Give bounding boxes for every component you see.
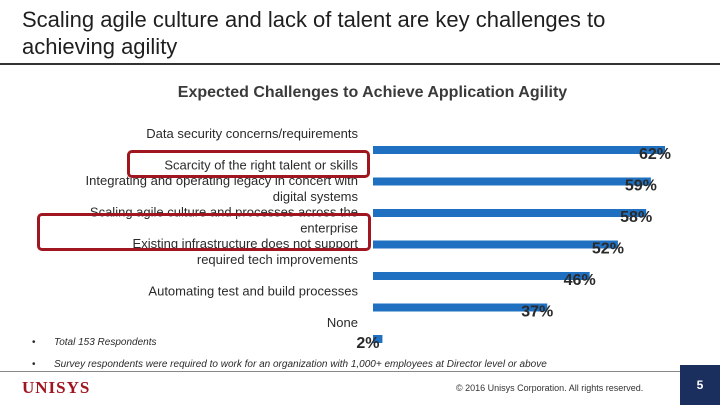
footnote-eligibility: Survey respondents were required to work… [30,358,547,380]
value-label-0: 62% [639,146,671,163]
highlight-box-scaling-agile [37,213,371,251]
bar-0 [373,146,665,154]
category-label-4-line-0: Existing infrastructure does not support [133,236,359,251]
category-label-0: Data security concerns/requirements [146,126,358,141]
value-label-3: 52% [592,241,624,258]
footer-divider [0,371,680,372]
copyright-text: © 2016 Unisys Corporation. All rights re… [456,383,644,393]
slide-title: Scaling agile culture and lack of talent… [22,7,606,59]
bar-3 [373,240,618,249]
title-divider [0,63,720,65]
value-label-2: 58% [620,209,652,226]
chart-title: Expected Challenges to Achieve Applicati… [177,84,568,101]
value-label-1: 59% [625,178,657,195]
footnotes: Total 153 Respondents Survey respondents… [30,336,547,380]
category-label-4-line-1: required tech improvements [197,252,359,267]
unisys-logo: UNISYS [22,378,91,397]
category-label-2-line-1: digital systems [273,189,359,204]
category-label-1: Scarcity of the right talent or skills [164,158,358,173]
category-label-3-line-1: enterprise [300,221,358,236]
category-label-5: Automating test and build processes [148,284,358,299]
bar-1 [373,177,651,186]
page-number: 5 [680,365,720,405]
bar-2 [373,209,647,217]
value-label-4: 46% [564,272,596,289]
value-label-5: 37% [521,304,553,321]
footnote-respondents: Total 153 Respondents [30,336,547,358]
bar-5 [373,303,548,312]
category-label-6: None [327,315,358,330]
bar-4 [373,272,590,280]
highlight-box-talent [127,150,370,178]
